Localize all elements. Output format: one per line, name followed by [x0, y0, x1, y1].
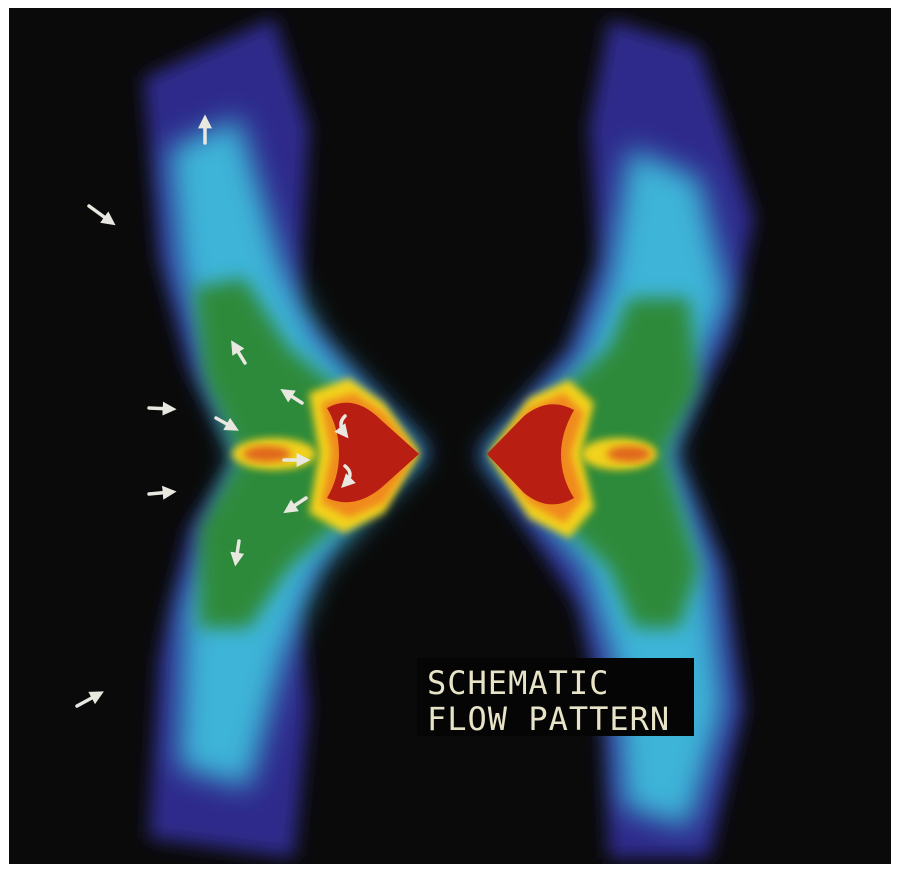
arrow-icon: [214, 416, 239, 431]
right-red-core: [487, 404, 574, 505]
left-lobe: [144, 18, 429, 858]
arrow-icon: [147, 401, 177, 416]
arrow-icon: [280, 388, 304, 405]
arrow-icon: [87, 204, 116, 226]
left-red-core: [327, 402, 419, 503]
caption-box: SCHEMATIC FLOW PATTERN: [417, 658, 694, 736]
right-jet-orange: [607, 446, 651, 462]
arrow-icon: [334, 414, 349, 439]
arrow-icon: [341, 464, 356, 488]
arrow-icon: [283, 496, 308, 514]
left-jet-orange: [243, 446, 291, 462]
arrow-icon: [147, 485, 177, 500]
arrow-icon: [75, 691, 104, 708]
arrow-icon: [231, 340, 247, 365]
flow-arrows: [75, 114, 356, 708]
arrow-icon: [230, 539, 245, 567]
caption-line-2: FLOW PATTERN: [427, 700, 671, 738]
flow-pattern-figure: SCHEMATIC FLOW PATTERN: [9, 8, 891, 864]
caption-line-1: SCHEMATIC: [427, 664, 610, 702]
